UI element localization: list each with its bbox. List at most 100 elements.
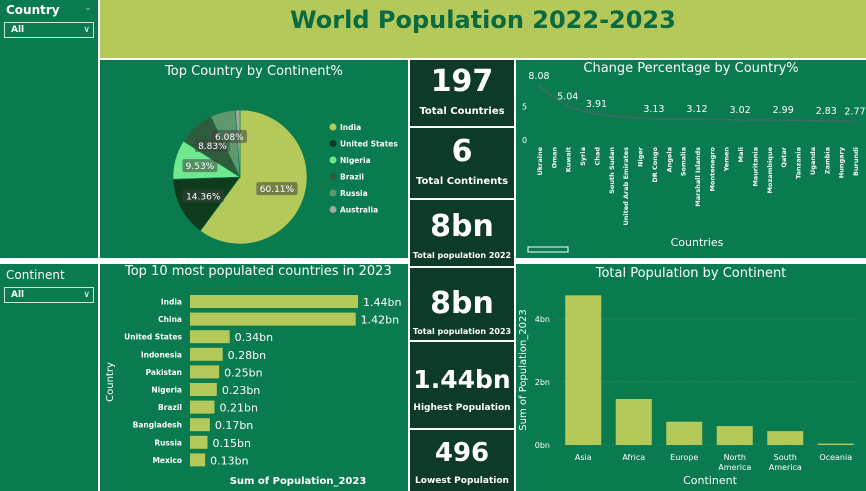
line-data-label: 2.77	[844, 107, 865, 118]
col-x-tick: Oceania	[819, 453, 852, 462]
hbar-value-label: 1.42bn	[361, 314, 399, 327]
hbar-value-label: 0.23bn	[222, 384, 260, 397]
col-x-tick: Europe	[670, 453, 698, 462]
hbar-bar-bangladesh[interactable]	[190, 418, 210, 432]
line-data-label: 3.13	[643, 104, 664, 115]
line-x-tick: Angola	[665, 147, 673, 172]
continent-dropdown[interactable]: All ∨	[4, 287, 94, 303]
col-x-tick: Africa	[622, 453, 645, 462]
pie-slice-india[interactable]	[199, 109, 308, 245]
col-bar-europe[interactable]	[666, 421, 703, 445]
hbar-value-label: 0.17bn	[215, 419, 253, 432]
line-x-tick: Mauritania	[751, 147, 759, 187]
kpi-total-continents-label: Total Continents	[415, 176, 509, 187]
col-bar-asia[interactable]	[565, 295, 602, 445]
hbar-category-label: Russia	[154, 438, 182, 447]
line-x-tick: Tanzania	[795, 147, 803, 179]
col-x-axis-title: Continent	[683, 474, 737, 487]
hbar-bar-indonesia[interactable]	[190, 347, 223, 361]
pie-data-label: 8.83%	[198, 142, 227, 152]
line-x-tick: Mali	[737, 147, 745, 162]
line-x-tick: Oman	[550, 147, 558, 169]
line-data-label: 3.12	[686, 104, 707, 115]
col-x-tick: Asia	[575, 453, 592, 462]
hbar-value-label: 0.15bn	[213, 437, 251, 450]
bar-chart-title: Top 10 most populated countries in 2023	[125, 264, 392, 279]
kpi-total-countries-label: Total Countries	[419, 106, 505, 117]
col-bar-north-america[interactable]	[716, 426, 753, 445]
country-dropdown-value: All	[11, 25, 25, 35]
hbar-value-label: 0.34bn	[235, 331, 273, 344]
line-x-tick: Montenegro	[708, 146, 716, 191]
legend-marker-icon	[329, 140, 337, 147]
legend-item-india[interactable]: India	[340, 123, 361, 132]
line-chart-title: Change Percentage by Country%	[583, 61, 799, 76]
line-chart: 05 8.085.043.91 3.13 3.12 3.02 2.99 2.83 2.77 …	[522, 71, 866, 253]
top10-bar-chart: India 1.44bn China 1.42bn United States 0.34b…	[105, 295, 401, 487]
legend-item-nigeria[interactable]: Nigeria	[340, 156, 371, 165]
kpi-lowest-population-label: Lowest Population	[415, 476, 509, 486]
hbar-bar-china[interactable]	[190, 312, 356, 326]
line-data-label: 8.08	[528, 71, 549, 82]
line-scrollbar[interactable]	[527, 246, 569, 253]
line-x-tick: Niger	[637, 146, 645, 167]
kpi-population-2022-value: 8bn	[430, 209, 494, 244]
hbar-bar-pakistan[interactable]	[190, 365, 220, 379]
hbar-x-axis-title: Sum of Population_2023	[230, 476, 367, 487]
col-y-tick: 2bn	[535, 378, 550, 387]
continent-dropdown-value: All	[11, 290, 25, 300]
kpi-population-2023-label: Total population 2023	[412, 327, 512, 336]
line-x-tick: South Sudan	[608, 147, 616, 194]
legend-marker-icon	[329, 123, 337, 131]
kpi-card-2	[410, 128, 514, 198]
pie-slice-australia[interactable]	[235, 109, 241, 178]
col-bar-oceania[interactable]	[817, 443, 854, 445]
line-x-axis-title: Countries	[671, 236, 724, 249]
col-y-axis-title: Sum of Population_2023	[518, 309, 529, 430]
country-slicer-chevron-icon[interactable]: ⌄	[84, 3, 92, 13]
col-x-tick: America	[718, 463, 751, 472]
legend-marker-icon	[329, 206, 337, 213]
col-y-tick: 4bn	[535, 315, 550, 324]
line-series[interactable]	[538, 85, 856, 123]
line-x-tick: Kuwait	[565, 147, 573, 172]
legend-item-brazil[interactable]: Brazil	[340, 173, 364, 182]
hbar-bar-mexico[interactable]	[190, 453, 206, 467]
legend-item-united-states[interactable]: United States	[340, 140, 398, 149]
line-x-tick: Marshall Islands	[694, 147, 702, 207]
line-x-tick: DR Congo	[651, 146, 659, 182]
hbar-category-label: China	[158, 315, 182, 324]
line-y-tick: 0	[522, 136, 527, 145]
line-x-tick: Uganda	[809, 147, 817, 175]
hbar-bar-india[interactable]	[190, 295, 358, 308]
chevron-down-icon: ∨	[83, 25, 90, 35]
pie-data-label: 6.08%	[215, 133, 244, 143]
hbar-bar-nigeria[interactable]	[190, 383, 217, 396]
hbar-category-label: Mexico	[152, 456, 182, 465]
line-y-tick: 5	[522, 103, 527, 112]
legend-marker-icon	[329, 173, 337, 180]
pie-data-label-bg	[182, 189, 224, 203]
col-bar-south-america[interactable]	[767, 431, 804, 445]
hbar-bar-russia[interactable]	[190, 435, 208, 449]
hbar-bar-brazil[interactable]	[190, 400, 215, 414]
legend-item-australia[interactable]: Australia	[340, 206, 378, 215]
legend-marker-icon	[329, 156, 337, 164]
line-data-label: 3.02	[730, 105, 751, 116]
kpi-card-5	[410, 342, 514, 428]
continent-slicer-title: Continent	[6, 268, 65, 282]
hbar-value-label: 0.13bn	[210, 454, 248, 467]
hbar-category-label: Bangladesh	[133, 421, 182, 430]
line-x-tick: Syria	[579, 147, 587, 166]
hbar-category-label: United States	[124, 333, 182, 342]
hbar-value-label: 0.25bn	[224, 366, 262, 379]
pie-data-label-bg	[211, 129, 247, 143]
kpi-total-countries-value: 197	[430, 64, 494, 99]
legend-item-russia[interactable]: Russia	[340, 189, 368, 198]
hbar-bar-united-states[interactable]	[190, 330, 230, 344]
col-bar-africa[interactable]	[615, 398, 652, 445]
line-panel	[516, 60, 866, 258]
line-x-tick: Burundi	[852, 147, 860, 176]
header-bar	[100, 0, 866, 58]
country-dropdown[interactable]: All ∨	[4, 22, 94, 38]
